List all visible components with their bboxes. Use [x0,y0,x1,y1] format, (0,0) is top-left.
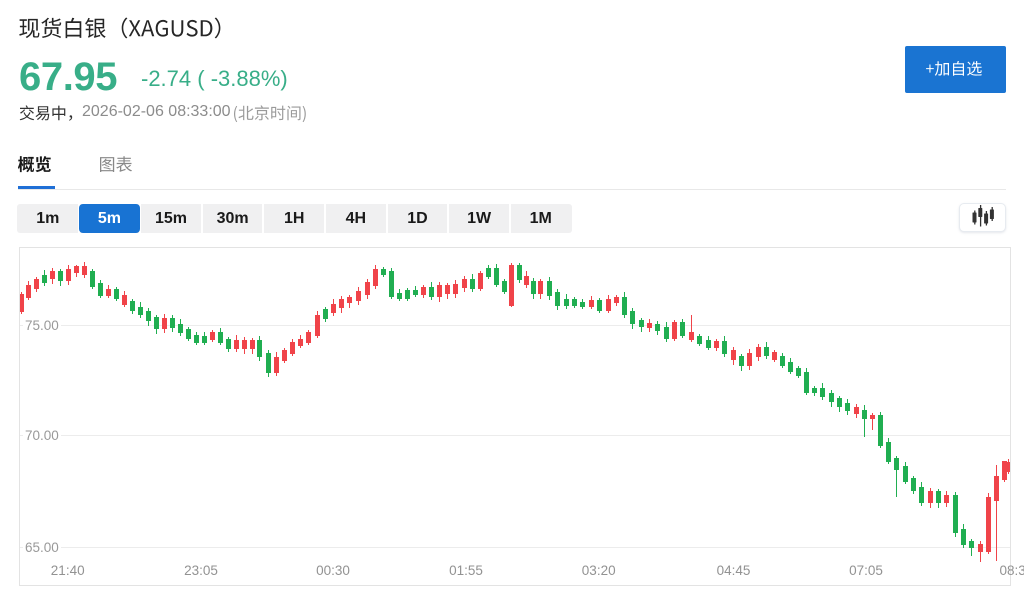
svg-text:23:05: 23:05 [184,563,218,578]
svg-text:04:45: 04:45 [717,563,751,578]
svg-text:03:20: 03:20 [582,563,616,578]
svg-text:75.00: 75.00 [25,318,59,333]
svg-text:21:40: 21:40 [51,563,85,578]
svg-text:08:3: 08:3 [1000,563,1024,578]
svg-text:01:55: 01:55 [449,563,483,578]
svg-text:70.00: 70.00 [25,428,59,443]
svg-text:00:30: 00:30 [316,563,350,578]
svg-text:65.00: 65.00 [25,540,59,555]
svg-text:07:05: 07:05 [849,563,883,578]
